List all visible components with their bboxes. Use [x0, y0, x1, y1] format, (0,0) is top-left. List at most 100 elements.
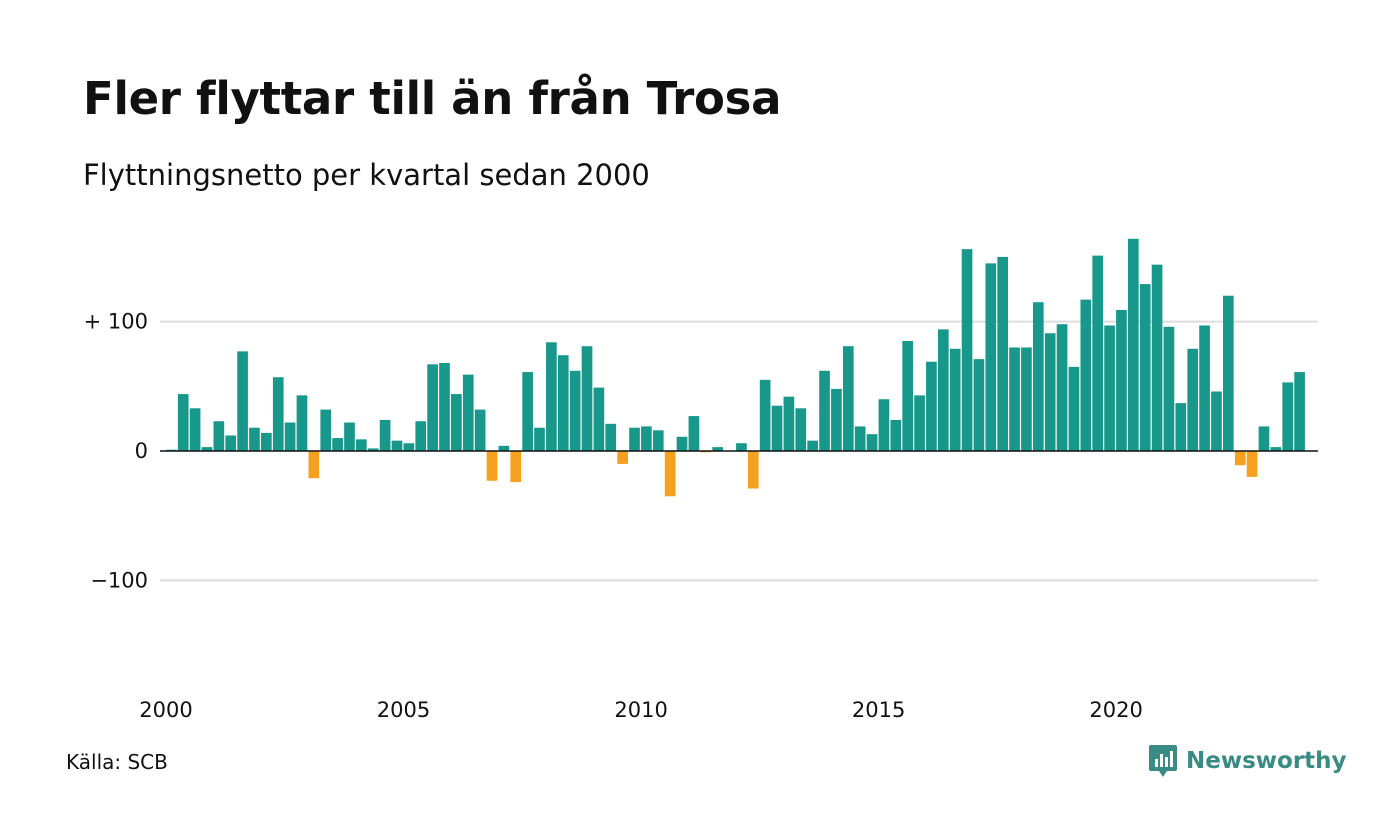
bar	[1009, 347, 1020, 451]
bar	[356, 439, 367, 451]
bar	[676, 436, 688, 451]
bar	[831, 388, 842, 451]
bar	[842, 346, 854, 451]
bar	[914, 395, 925, 451]
bar	[664, 451, 676, 497]
bar	[1211, 391, 1222, 451]
bar	[1092, 255, 1104, 451]
bar	[1139, 284, 1151, 451]
bar	[783, 396, 795, 451]
bar	[177, 394, 189, 451]
x-axis-ticks: 2000 2005 2010 2015 2020	[139, 698, 1143, 722]
bar	[605, 423, 617, 451]
bar	[344, 422, 355, 451]
bar	[510, 451, 522, 483]
bar	[712, 447, 723, 451]
bar	[1199, 325, 1210, 451]
bar	[237, 351, 248, 451]
bar	[795, 408, 807, 451]
bar	[1056, 324, 1068, 451]
bar	[973, 359, 985, 451]
newsworthy-logo: Newsworthy	[1148, 744, 1347, 778]
bar	[759, 379, 771, 451]
bar	[736, 443, 747, 451]
y-tick-label: 0	[135, 439, 148, 463]
bar	[462, 374, 474, 451]
bar	[1187, 348, 1199, 451]
bar	[985, 263, 997, 451]
bar	[498, 445, 510, 451]
bar	[1222, 295, 1234, 451]
bar	[1282, 382, 1294, 451]
bar	[272, 377, 284, 451]
bar	[771, 405, 783, 451]
bar	[569, 370, 581, 451]
bar	[807, 440, 818, 451]
bar	[261, 432, 272, 451]
bar	[1127, 238, 1139, 451]
bar	[641, 426, 652, 451]
bar	[379, 419, 391, 451]
y-tick-label: + 100	[84, 310, 148, 334]
bar	[320, 409, 332, 451]
bar	[213, 421, 225, 451]
bar	[926, 361, 937, 451]
bar	[1104, 325, 1115, 451]
x-tick-label: 2005	[377, 698, 430, 722]
bar	[1270, 447, 1282, 451]
bar	[819, 370, 830, 451]
bar	[557, 355, 569, 451]
bar	[1175, 403, 1187, 451]
bar	[296, 395, 308, 451]
bar	[249, 427, 260, 451]
bar	[451, 394, 462, 451]
bar	[1294, 372, 1305, 451]
bar	[534, 427, 545, 451]
bar	[415, 421, 427, 451]
x-tick-label: 2015	[852, 698, 905, 722]
logo-text: Newsworthy	[1186, 748, 1347, 774]
bar	[391, 440, 403, 451]
bar	[854, 426, 866, 451]
bar	[1021, 347, 1032, 451]
bar	[427, 364, 438, 451]
bar	[284, 422, 296, 451]
bar	[1116, 309, 1127, 451]
bar-chart: + 100 0 −100 2000 2005 2010 2015 2020	[84, 238, 1318, 722]
bar	[747, 451, 759, 489]
bar	[1032, 302, 1044, 451]
bar	[688, 416, 700, 451]
x-tick-label: 2020	[1089, 698, 1142, 722]
bar	[902, 341, 914, 451]
newsworthy-icon	[1149, 745, 1177, 777]
bar	[1080, 299, 1092, 451]
bar	[581, 346, 593, 451]
bar	[1258, 426, 1270, 451]
bar	[961, 249, 973, 451]
bar	[629, 427, 640, 451]
bar	[890, 419, 902, 451]
bars	[160, 238, 1318, 497]
bar	[486, 451, 498, 481]
bar	[546, 342, 557, 451]
bar	[1044, 333, 1056, 451]
bar	[1151, 264, 1163, 451]
bar	[403, 443, 415, 451]
bar	[225, 435, 237, 451]
bar	[937, 329, 949, 451]
y-axis-ticks: + 100 0 −100	[84, 310, 148, 593]
bar	[1163, 326, 1175, 451]
bar	[593, 387, 605, 451]
bar	[1068, 366, 1080, 451]
y-tick-label: −100	[90, 568, 148, 592]
x-tick-label: 2010	[614, 698, 667, 722]
bar	[1234, 451, 1246, 466]
bar	[439, 363, 450, 451]
x-tick-label: 2000	[139, 698, 192, 722]
bar	[308, 451, 320, 479]
source-note: Källa: SCB	[66, 750, 168, 774]
bar	[997, 256, 1009, 451]
bar	[201, 447, 213, 451]
bar	[866, 434, 878, 451]
bar	[522, 372, 533, 451]
